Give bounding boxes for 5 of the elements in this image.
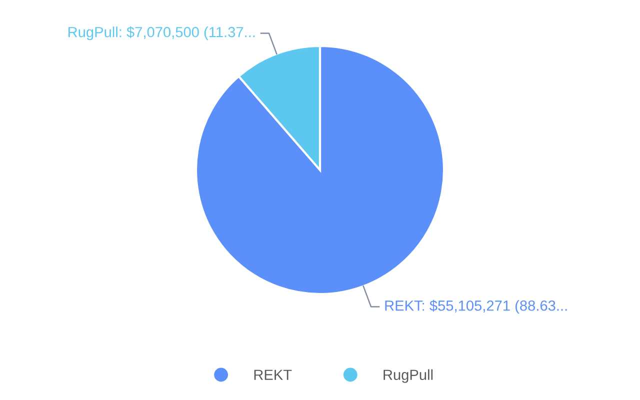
legend-label: REKT — [254, 370, 292, 380]
pie-slice — [194, 44, 446, 296]
legend-label: RugPull — [384, 369, 433, 383]
data-label: REKT: $55,105,271 (88.63... — [385, 300, 567, 314]
data-label: RugPull: $7,070,500 (11.37... — [68, 26, 255, 40]
